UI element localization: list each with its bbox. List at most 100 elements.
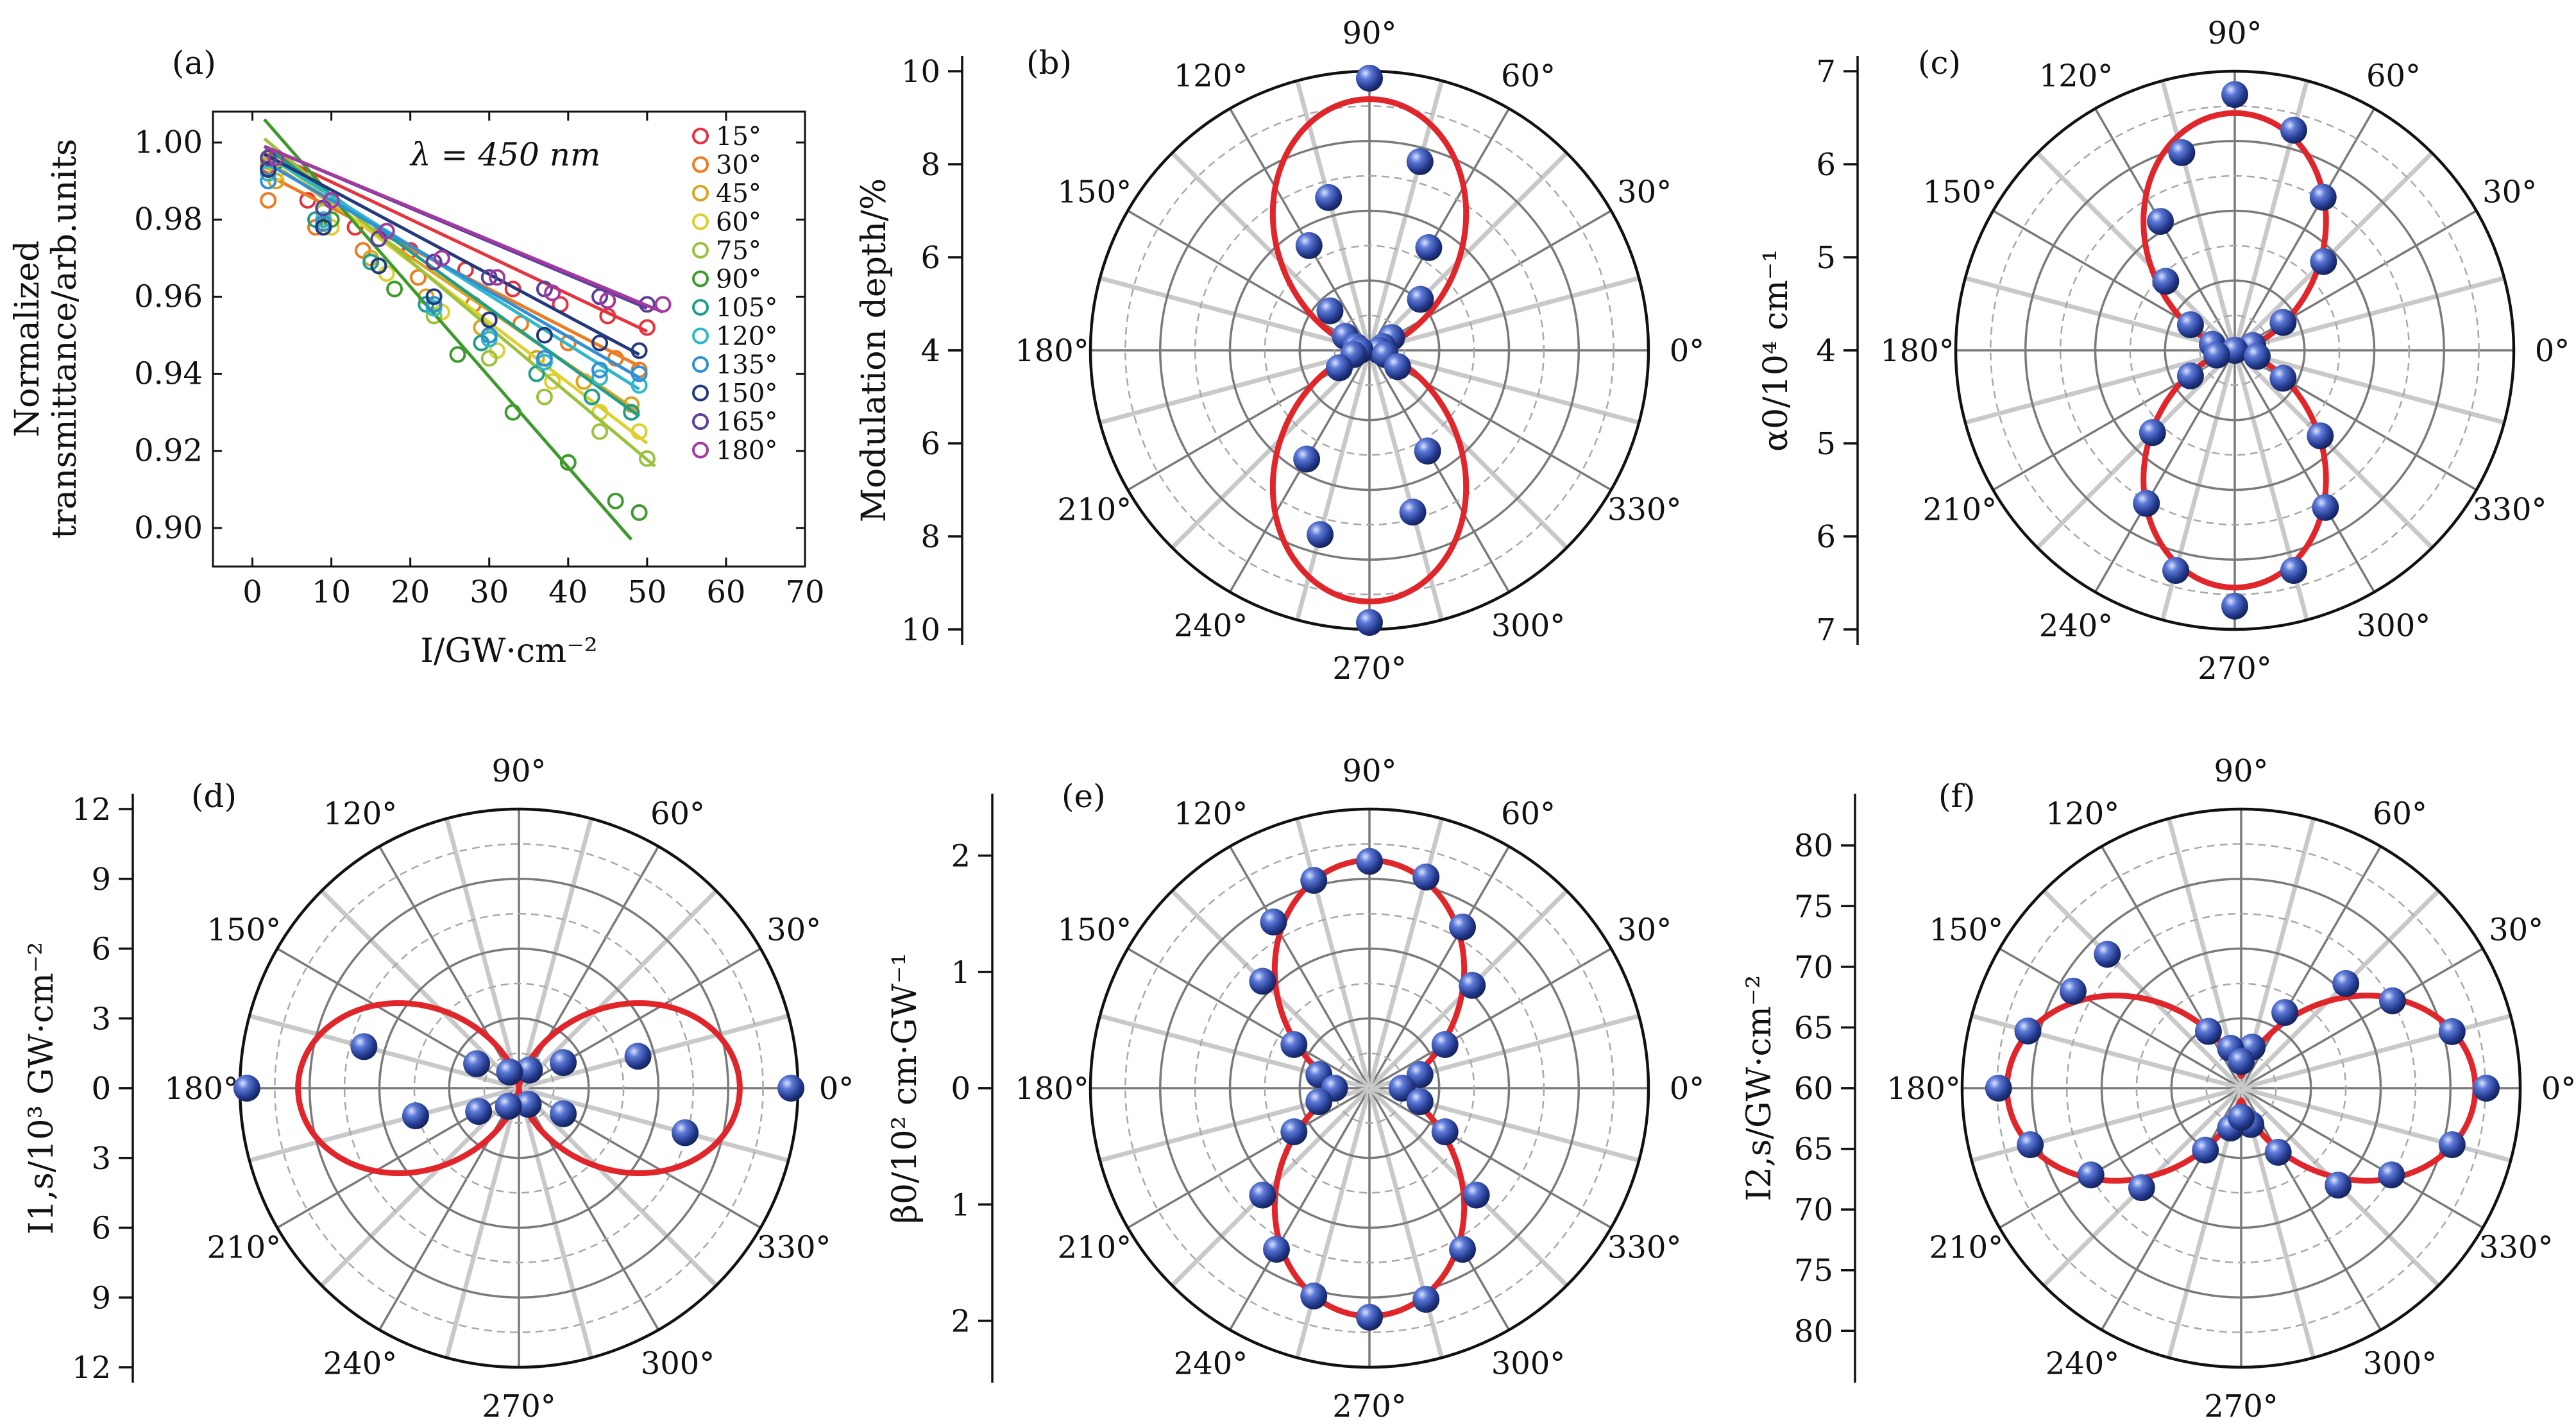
angle-label: 0°: [2535, 333, 2570, 369]
data-point: [2094, 941, 2121, 968]
outer-ring: [1960, 807, 2522, 1369]
data-point: [536, 280, 553, 298]
data-point: [2312, 493, 2339, 521]
angle-label: 210°: [1058, 492, 1132, 528]
data-point: [631, 365, 648, 382]
radial-tick-label: 6: [91, 932, 111, 968]
radial-tick-label: 4: [1816, 333, 1836, 369]
angle-label: 150°: [207, 912, 282, 948]
data-point: [631, 504, 648, 521]
grid-ring: [378, 947, 660, 1229]
grid-ring: [2024, 140, 2445, 561]
data-point: [2059, 977, 2087, 1005]
angle-label: 300°: [1491, 1346, 1566, 1382]
data-point: [1431, 1118, 1459, 1145]
angle-label: 30°: [1617, 175, 1672, 210]
grid-ring: [1990, 105, 2480, 595]
panel-label: (a): [172, 44, 216, 81]
angle-label: 120°: [323, 796, 398, 832]
angle-label: 210°: [1923, 492, 1997, 528]
angle-label: 330°: [1607, 1230, 1682, 1266]
data-point: [496, 1058, 523, 1086]
data-point: [624, 1043, 652, 1070]
grid-ring: [1124, 843, 1614, 1333]
panel-label: (d): [191, 778, 237, 815]
data-point: [260, 173, 277, 190]
legend-label: 30°: [716, 151, 761, 180]
angle-label: 90°: [1342, 753, 1396, 789]
radial-tick-label: 80: [1794, 828, 1833, 864]
data-point: [1356, 848, 1383, 875]
data-point: [2438, 1018, 2466, 1045]
angle-label: 60°: [1501, 796, 1555, 832]
data-point: [1985, 1075, 2012, 1102]
grid-ring: [309, 878, 729, 1299]
legend-label: 90°: [716, 265, 761, 294]
series-8: 135°: [260, 160, 777, 382]
angle-label: 150°: [1929, 912, 2004, 948]
grid-ring: [274, 843, 764, 1333]
data-point: [233, 1075, 260, 1102]
legend-marker: [692, 356, 709, 373]
data-point: [315, 219, 332, 236]
angle-label: 30°: [767, 912, 821, 948]
fit-line: [263, 160, 640, 379]
fit-line: [263, 145, 641, 418]
angle-label: 30°: [1617, 912, 1672, 948]
data-point: [2077, 1161, 2105, 1189]
angle-label: 300°: [641, 1346, 715, 1382]
data-point: [550, 1100, 577, 1127]
data-point: [350, 1033, 378, 1061]
data-point: [260, 149, 277, 167]
legend-marker: [692, 185, 709, 201]
legend-marker: [692, 299, 709, 316]
radial-tick-label: 1: [951, 955, 970, 991]
legend-marker: [692, 213, 709, 230]
data-point: [1280, 1031, 1308, 1059]
radial-tick-label: 0: [91, 1071, 111, 1107]
angle-label: 240°: [2046, 1346, 2120, 1382]
data-point: [2017, 1131, 2044, 1159]
angle-label: 270°: [1332, 1388, 1407, 1424]
y-axis-title-line2: transmittance/arb.units: [46, 139, 84, 538]
legend-marker: [692, 242, 709, 259]
radial-tick-label: 75: [1794, 1253, 1833, 1289]
radial-tick-label: 12: [72, 1350, 111, 1386]
grid-ring: [2135, 982, 2347, 1194]
data-point: [2014, 1017, 2042, 1045]
legend-marker: [692, 270, 709, 287]
angle-label: 60°: [2373, 796, 2427, 832]
radial-tick-label: 10: [901, 54, 940, 90]
panel-label: (b): [1026, 44, 1072, 81]
angle-label: 330°: [1607, 492, 1682, 528]
angle-label: 210°: [1929, 1230, 2004, 1266]
data-point: [1295, 232, 1323, 259]
fit-line: [263, 148, 648, 333]
angle-label: 270°: [2198, 651, 2272, 687]
data-point: [465, 1098, 493, 1125]
grid-ring: [1298, 279, 1441, 422]
panel-c-alpha0-polar: 0° 30° 60° 90° 120° 150° 180° 210° 240° 270° 300° 3…: [1757, 15, 2570, 687]
legend-label: 75°: [716, 236, 761, 266]
data-point: [260, 161, 277, 178]
grid-ring: [2164, 279, 2306, 422]
radial-axis-title: Modulation depth/%: [855, 178, 894, 522]
angle-label: 330°: [2473, 492, 2547, 528]
data-point: [607, 492, 624, 509]
data-point: [2221, 81, 2248, 108]
panel-d-i1s-polar: 0° 30° 60° 90° 120° 150° 180° 210° 240° 270° 300° 3…: [22, 753, 854, 1424]
data-point: [370, 257, 387, 275]
data-point: [1316, 297, 1344, 325]
radial-tick-label: 60: [1794, 1071, 1833, 1107]
data-point: [2228, 1048, 2255, 1075]
data-point: [544, 284, 561, 302]
data-point: [638, 319, 656, 336]
grid-ring: [1298, 1017, 1441, 1159]
data-point: [480, 269, 498, 286]
angle-label: 180°: [1880, 333, 1954, 369]
radial-tick-label: 8: [920, 147, 940, 183]
data-point: [362, 253, 380, 271]
legend-marker: [692, 441, 709, 459]
data-point: [2147, 208, 2174, 235]
